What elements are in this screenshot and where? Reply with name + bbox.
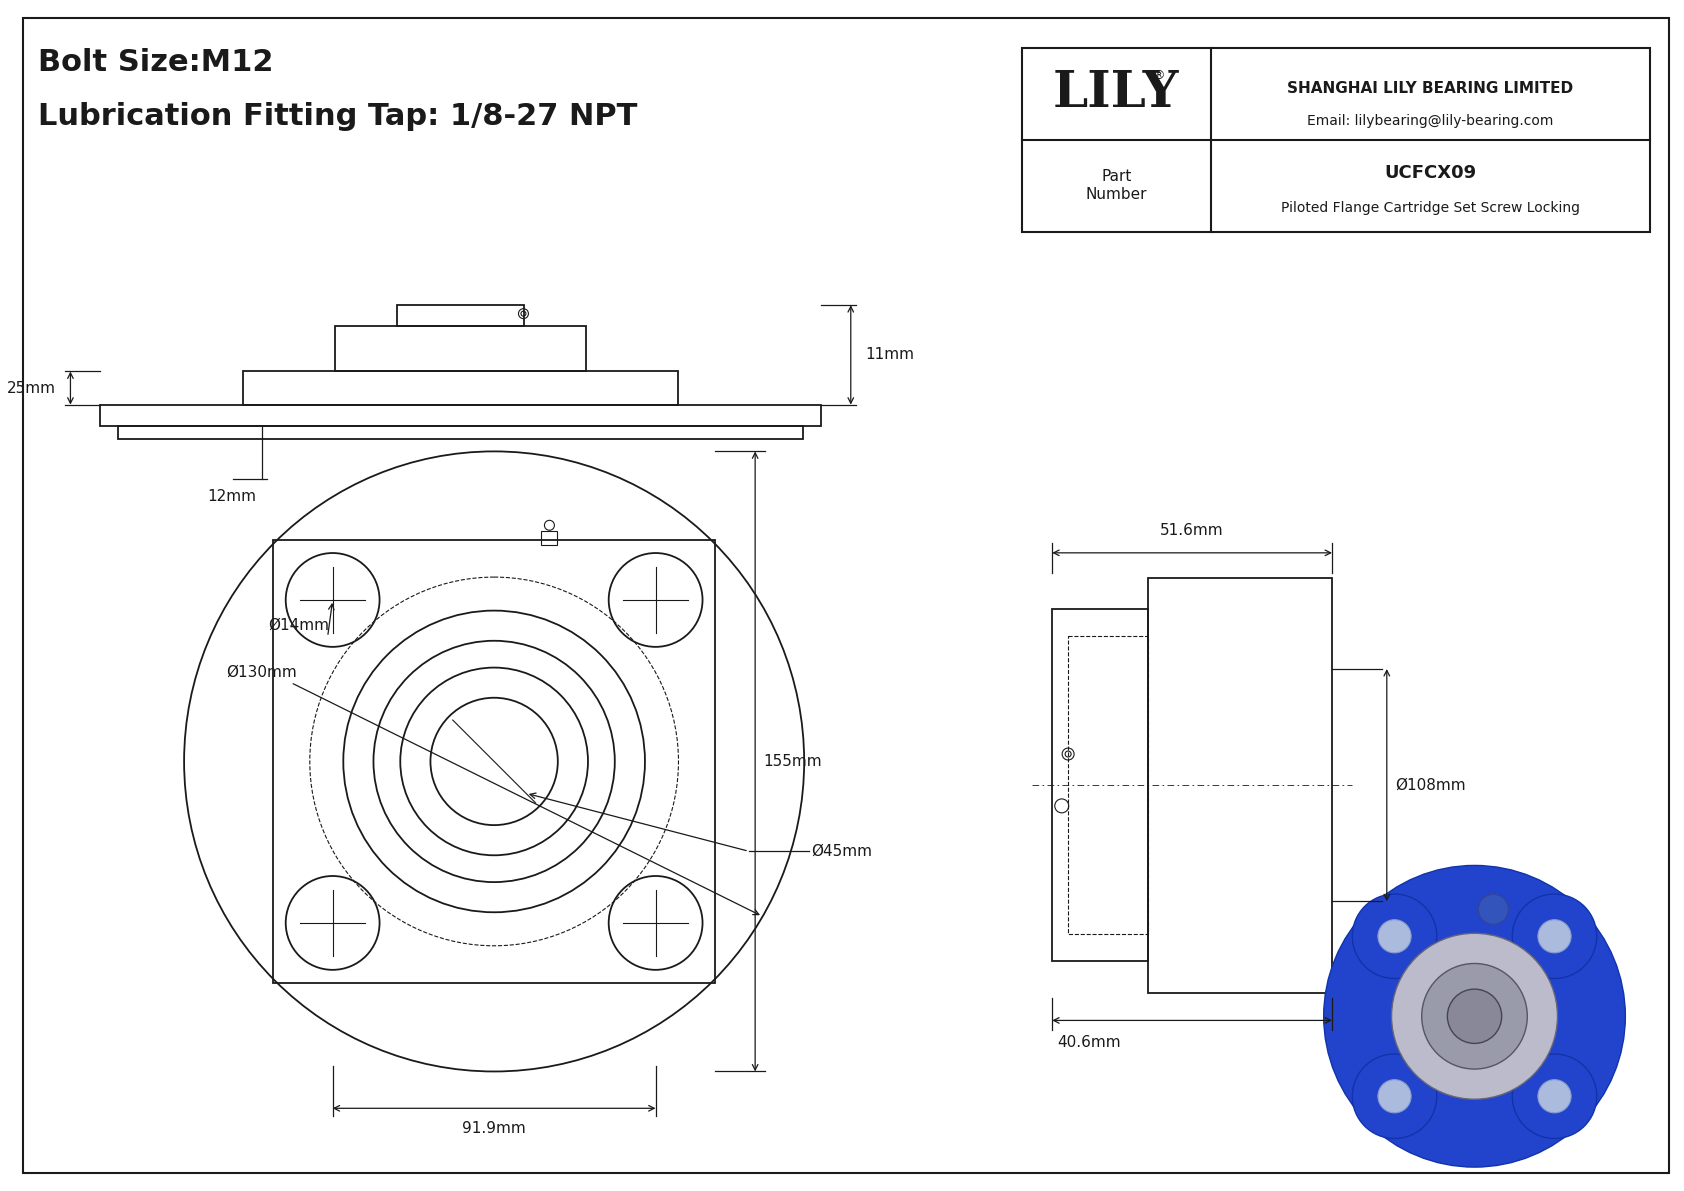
Circle shape [1479,894,1509,924]
Text: Bolt Size:M12: Bolt Size:M12 [39,48,273,76]
Text: SHANGHAI LILY BEARING LIMITED: SHANGHAI LILY BEARING LIMITED [1288,81,1573,95]
Circle shape [1378,1080,1411,1112]
Text: LILY: LILY [1052,69,1179,118]
Text: Ø130mm: Ø130mm [226,665,296,680]
Text: 25mm: 25mm [7,381,56,395]
Circle shape [1352,894,1436,979]
Text: Lubrication Fitting Tap: 1/8-27 NPT: Lubrication Fitting Tap: 1/8-27 NPT [39,102,637,131]
Text: Piloted Flange Cartridge Set Screw Locking: Piloted Flange Cartridge Set Screw Locki… [1282,201,1580,214]
Bar [242,372,679,405]
Text: 12mm: 12mm [207,488,256,504]
Bar [335,326,586,372]
Circle shape [1378,919,1411,953]
Bar [1022,48,1650,231]
Text: 155mm: 155mm [763,754,822,769]
Bar [1052,609,1148,961]
Circle shape [1324,866,1625,1167]
Bar [542,531,557,545]
Text: Ø45mm: Ø45mm [812,843,872,859]
Text: Part
Number: Part Number [1086,169,1147,202]
Bar [397,305,524,326]
Circle shape [1512,894,1596,979]
Bar [1148,578,1332,992]
Bar [101,405,820,426]
Text: ®: ® [1152,69,1164,82]
Circle shape [1391,934,1558,1099]
Circle shape [1421,964,1527,1070]
Circle shape [1537,1080,1571,1112]
Text: UCFCX09: UCFCX09 [1384,164,1477,182]
Circle shape [1352,1054,1436,1139]
Circle shape [1512,1054,1596,1139]
Text: 40.6mm: 40.6mm [1058,1035,1122,1050]
Circle shape [1537,919,1571,953]
Bar [1068,636,1148,935]
Circle shape [1447,989,1502,1043]
Text: Email: lilybearing@lily-bearing.com: Email: lilybearing@lily-bearing.com [1307,114,1554,129]
Text: 51.6mm: 51.6mm [1160,523,1224,538]
Text: 11mm: 11mm [866,348,914,362]
Text: Ø108mm: Ø108mm [1394,778,1465,793]
Text: Ø14mm: Ø14mm [268,618,328,632]
Bar [273,541,716,983]
Text: 91.9mm: 91.9mm [461,1121,525,1136]
Bar [118,426,803,438]
